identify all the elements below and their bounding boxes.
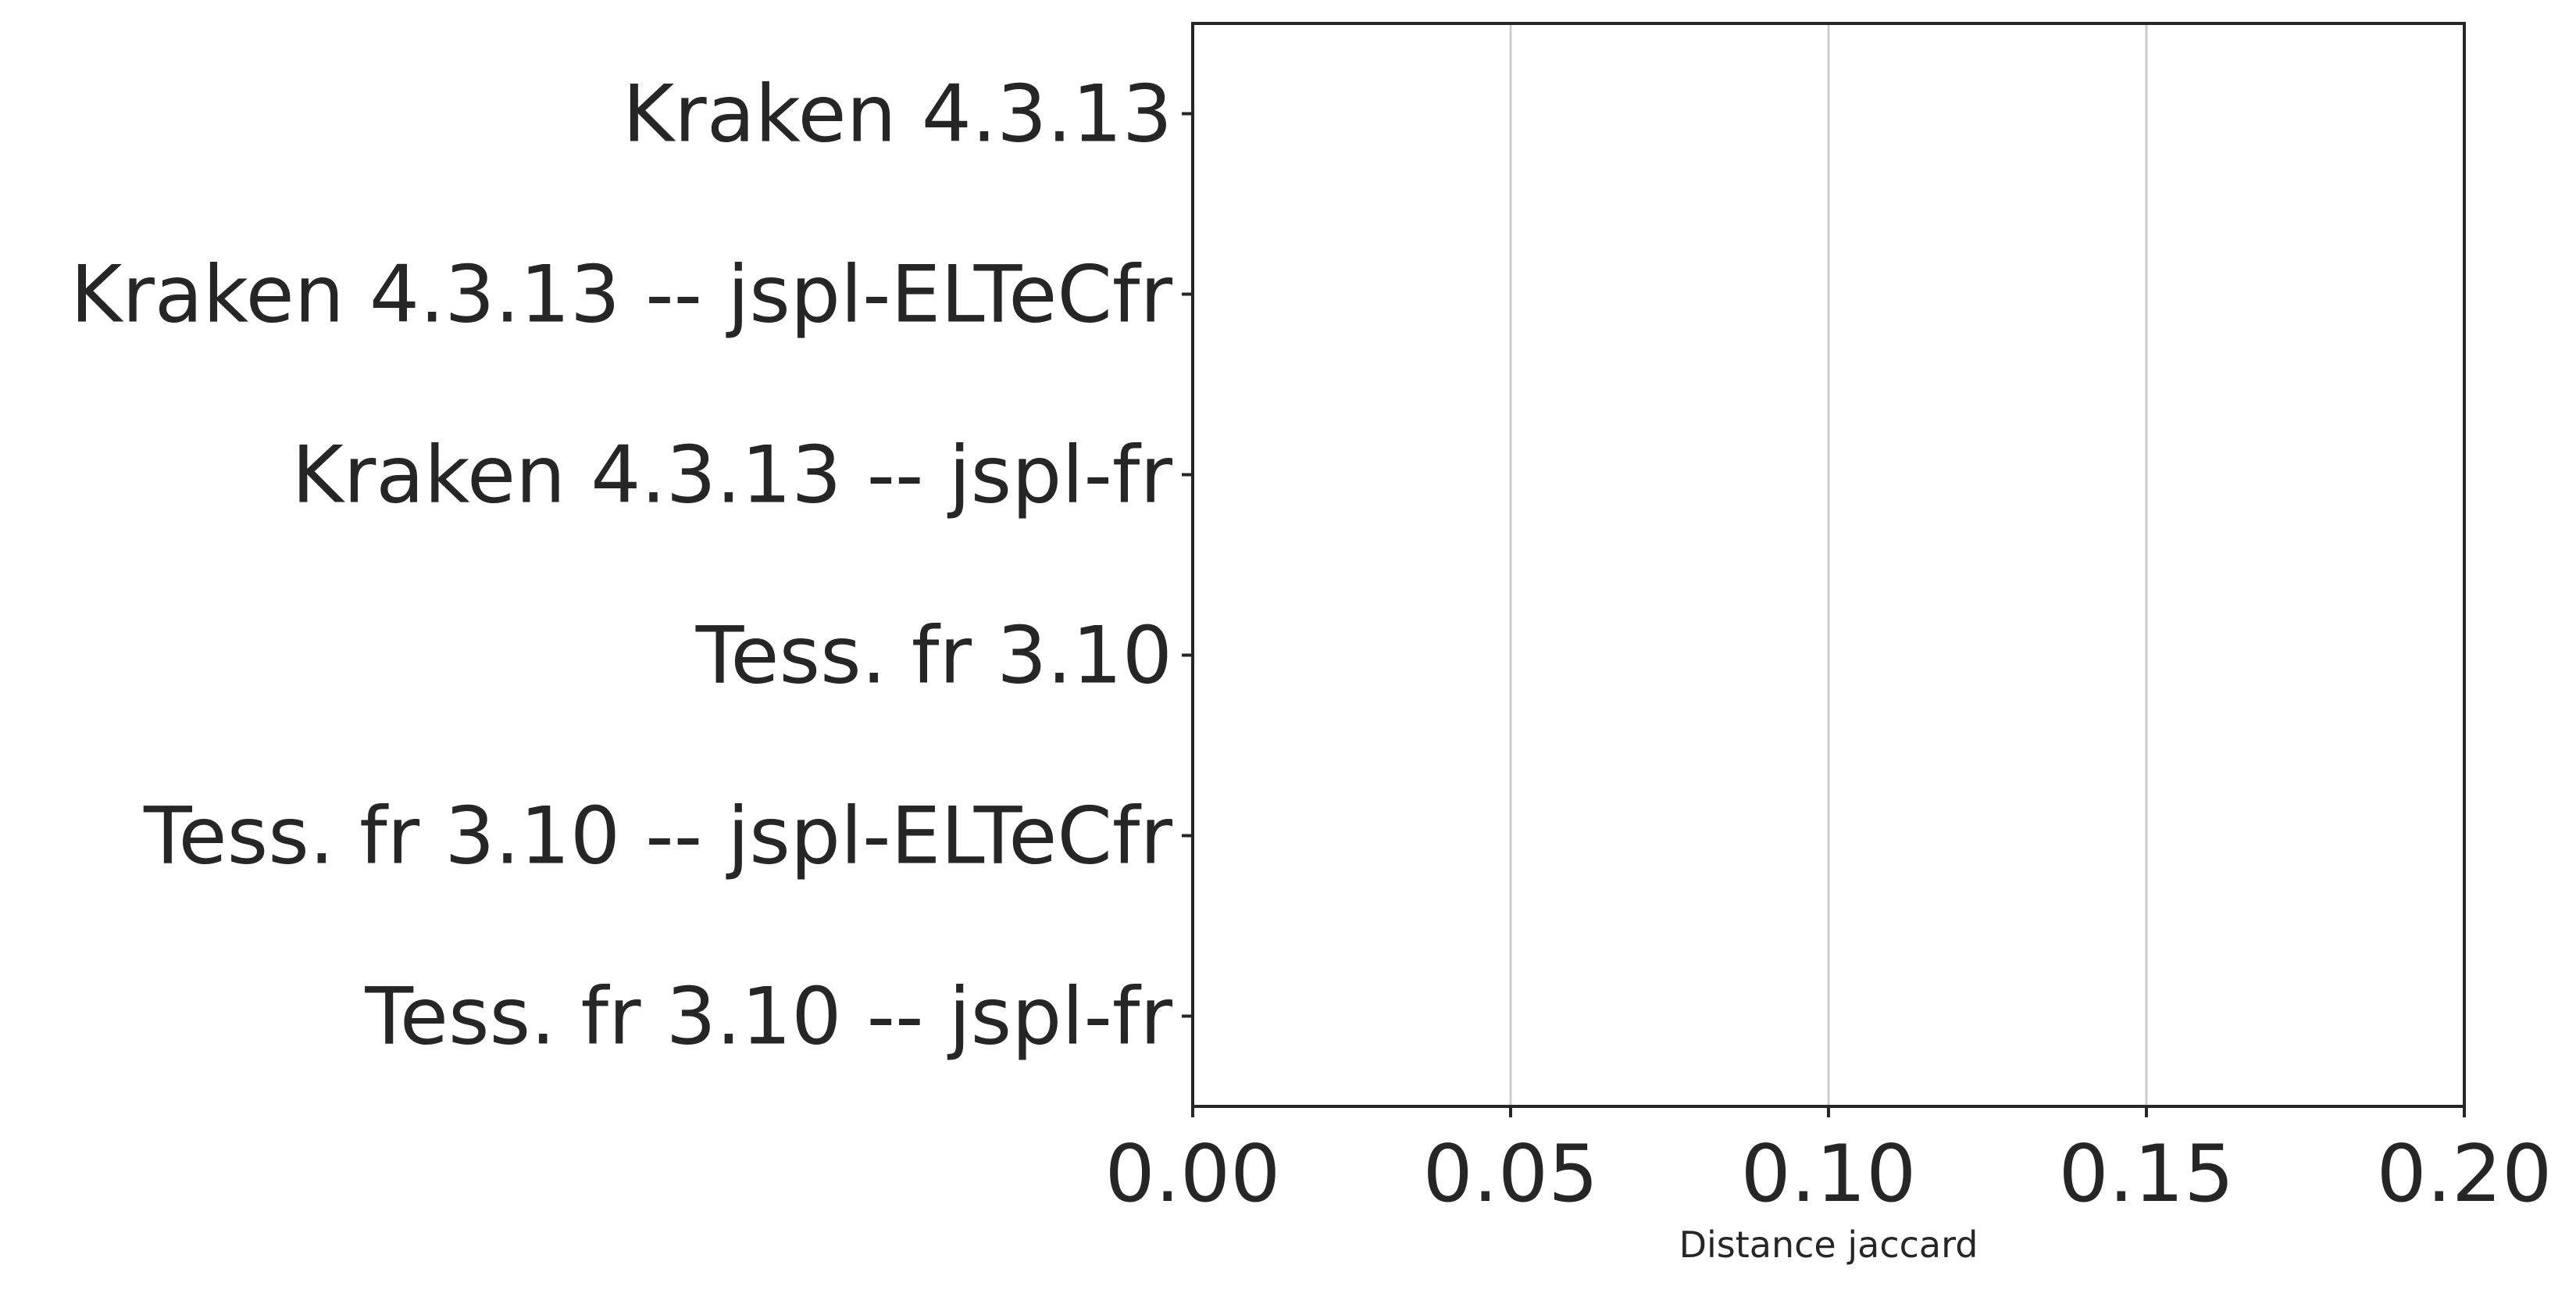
gridlines <box>1509 23 2148 1106</box>
y-axis-ticks: Kraken 4.3.13 Kraken 4.3.13 -- jspl-ELTeC… <box>70 68 1193 1063</box>
x-tick-label: 0.10 <box>1741 1127 1917 1220</box>
y-tick-label: Kraken 4.3.13 -- jspl-ELTeCfr <box>70 248 1172 341</box>
x-tick-label: 0.15 <box>2059 1127 2235 1220</box>
y-tick-label: Tess. fr 3.10 -- jspl-ELTeCfr <box>143 790 1173 882</box>
x-tick-label: 0.05 <box>1423 1127 1599 1220</box>
x-axis-label: Distance jaccard <box>1679 1224 1978 1266</box>
x-tick-label: 0.20 <box>2377 1127 2553 1220</box>
y-tick-label: Kraken 4.3.13 <box>623 68 1172 160</box>
x-axis-ticks: 0.00 0.05 0.10 0.15 0.20 <box>1105 1106 2553 1220</box>
x-tick-label: 0.00 <box>1105 1127 1281 1220</box>
y-tick-label: Tess. fr 3.10 <box>695 609 1172 702</box>
y-tick-label: Kraken 4.3.13 -- jspl-fr <box>291 429 1172 521</box>
y-tick-label: Tess. fr 3.10 -- jspl-fr <box>364 970 1172 1063</box>
